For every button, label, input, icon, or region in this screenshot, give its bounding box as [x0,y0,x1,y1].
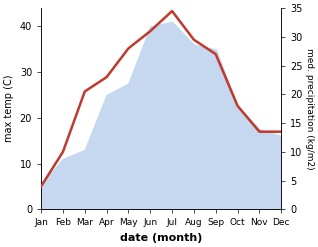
Y-axis label: med. precipitation (kg/m2): med. precipitation (kg/m2) [305,48,314,169]
Y-axis label: max temp (C): max temp (C) [4,75,14,143]
X-axis label: date (month): date (month) [120,233,202,243]
